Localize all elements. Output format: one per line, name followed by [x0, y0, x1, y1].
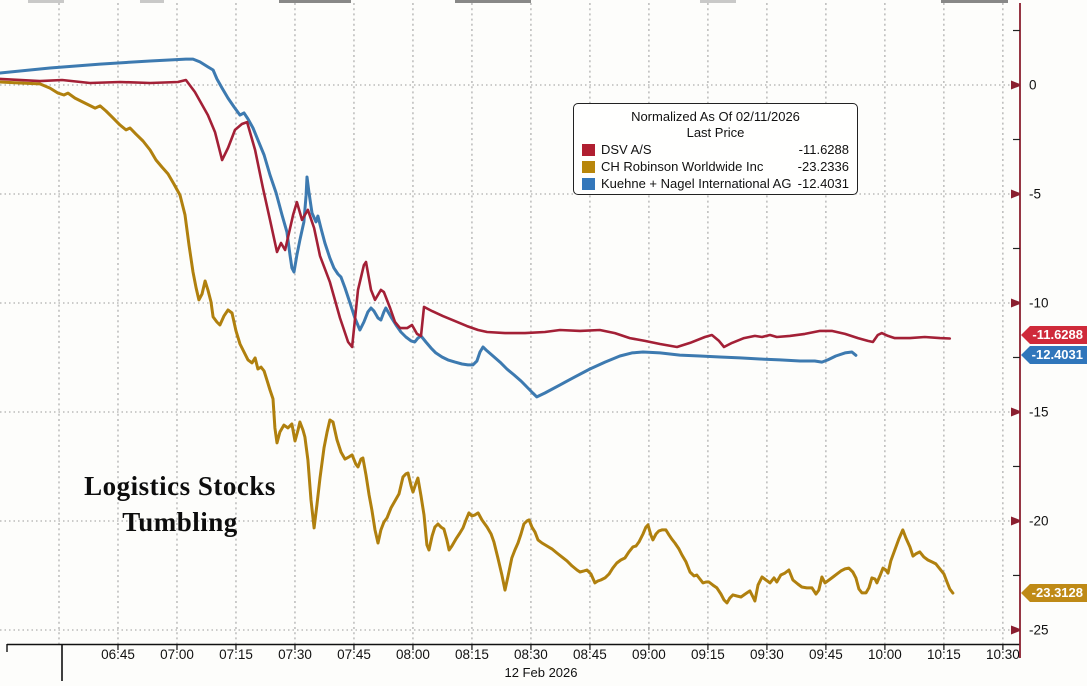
y-axis-arrow-marker [1011, 298, 1020, 308]
top-crop-artifact [700, 0, 736, 3]
chart-annotation: Logistics Stocks Tumbling [40, 468, 320, 540]
top-crop-artifact [455, 0, 531, 3]
top-crop-artifact [941, 0, 1008, 3]
x-axis-tick-label: 06:45 [101, 647, 135, 662]
x-axis-date-label: 12 Feb 2026 [504, 665, 578, 680]
legend-series-name: CH Robinson Worldwide Inc [601, 159, 764, 174]
legend-row-dsv[interactable]: DSV A/S -11.6288 [582, 141, 849, 158]
x-axis-tick-label: 10:30 [986, 647, 1020, 662]
legend-row-ch-robinson[interactable]: CH Robinson Worldwide Inc -23.2336 [582, 158, 849, 175]
x-axis-tick-label: 08:15 [455, 647, 489, 662]
y-axis-tick-label: -5 [1029, 187, 1041, 202]
x-axis-tick-label: 09:00 [632, 647, 666, 662]
x-axis-tick-label: 09:15 [691, 647, 725, 662]
y-axis-arrow-marker [1011, 407, 1020, 417]
legend-swatch-dsv [582, 143, 595, 156]
legend-series-value: -12.4031 [797, 176, 849, 191]
x-axis-tick-label: 08:00 [396, 647, 430, 662]
x-axis-tick-label: 07:30 [278, 647, 312, 662]
x-axis-tick-label: 07:00 [160, 647, 194, 662]
legend-swatch-ch-robinson [582, 160, 595, 173]
y-axis-tick-label: 0 [1029, 78, 1037, 93]
legend-title: Normalized As Of 02/11/2026 [631, 109, 800, 124]
y-axis-tick-label: -10 [1029, 295, 1049, 310]
top-crop-artifact [279, 0, 351, 3]
price-tag-value: -23.3128 [1031, 585, 1083, 600]
x-axis-tick-label: 07:45 [337, 647, 371, 662]
y-axis-arrow-marker [1011, 80, 1020, 90]
top-crop-artifact [140, 0, 164, 3]
price-tag-value: -11.6288 [1032, 327, 1083, 342]
legend-row-kuehne-nagel[interactable]: Kuehne + Nagel International AG -12.4031 [582, 175, 849, 192]
y-axis-arrow-marker [1011, 625, 1020, 635]
legend-subtitle: Last Price [686, 125, 745, 140]
annotation-line-2: Tumbling [122, 507, 238, 537]
x-axis-tick-label: 07:15 [219, 647, 253, 662]
series-line-2 [0, 57, 858, 399]
legend-series-value: -23.2336 [797, 159, 849, 174]
price-tag-dsv: -11.6288 [1021, 326, 1087, 344]
legend-series-name: Kuehne + Nagel International AG [601, 176, 792, 191]
x-axis-tick-label: 10:15 [927, 647, 961, 662]
y-axis-arrow-marker [1011, 516, 1020, 526]
y-axis-arrow-marker [1011, 189, 1020, 199]
annotation-line-1: Logistics Stocks [84, 471, 276, 501]
x-axis-tick-label: 08:30 [514, 647, 548, 662]
x-axis-tick-label: 10:00 [868, 647, 902, 662]
series-line-1 [0, 80, 955, 605]
y-axis-tick-label: -20 [1029, 513, 1049, 528]
price-tag-value: -12.4031 [1031, 347, 1083, 362]
y-axis-tick-label: -25 [1029, 622, 1049, 637]
legend-series-value: -11.6288 [798, 142, 849, 157]
legend-swatch-kuehne-nagel [582, 177, 595, 190]
x-axis-tick-label: 09:30 [750, 647, 784, 662]
price-tag-kuehne-nagel: -12.4031 [1021, 346, 1087, 364]
x-axis-tick-label: 08:45 [573, 647, 607, 662]
x-axis-tick-label: 09:45 [809, 647, 843, 662]
top-crop-artifact [28, 0, 64, 3]
chart-legend: Normalized As Of 02/11/2026 Last Price D… [573, 103, 858, 195]
series-line-0 [0, 77, 952, 349]
price-tag-ch-robinson: -23.3128 [1021, 584, 1087, 602]
legend-series-name: DSV A/S [601, 142, 652, 157]
y-axis-tick-label: -15 [1029, 404, 1049, 419]
